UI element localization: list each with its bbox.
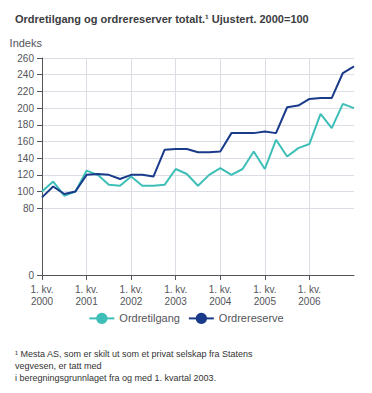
svg-text:Ordrereserve: Ordrereserve	[219, 312, 284, 324]
svg-text:1. kv.: 1. kv.	[120, 284, 143, 295]
svg-text:0: 0	[28, 270, 34, 281]
svg-text:1. kv.: 1. kv.	[253, 284, 276, 295]
svg-text:vegvesen, er tatt med: vegvesen, er tatt med	[15, 361, 102, 371]
svg-text:Ordretilgang: Ordretilgang	[119, 312, 180, 324]
svg-text:Indeks: Indeks	[10, 37, 43, 49]
svg-text:240: 240	[17, 69, 34, 80]
svg-text:1. kv.: 1. kv.	[164, 284, 187, 295]
svg-text:120: 120	[17, 169, 34, 180]
svg-text:2001: 2001	[75, 296, 98, 307]
svg-text:2000: 2000	[31, 296, 54, 307]
svg-text:2005: 2005	[254, 296, 277, 307]
svg-text:1. kv.: 1. kv.	[298, 284, 321, 295]
svg-text:2003: 2003	[165, 296, 188, 307]
svg-text:180: 180	[17, 119, 34, 130]
svg-text:200: 200	[17, 103, 34, 114]
svg-text:140: 140	[17, 153, 34, 164]
svg-text:¹ Mesta AS, som er skilt ut so: ¹ Mesta AS, som er skilt ut som et priva…	[15, 349, 255, 359]
svg-text:Ordretilgang og ordrereserver: Ordretilgang og ordrereserver totalt.¹ U…	[15, 13, 309, 25]
svg-text:2002: 2002	[120, 296, 143, 307]
svg-text:1. kv.: 1. kv.	[75, 284, 98, 295]
svg-text:100: 100	[17, 186, 34, 197]
svg-text:260: 260	[17, 53, 34, 64]
svg-text:1. kv.: 1. kv.	[30, 284, 53, 295]
svg-text:220: 220	[17, 86, 34, 97]
svg-text:2006: 2006	[298, 296, 321, 307]
svg-text:1. kv.: 1. kv.	[209, 284, 232, 295]
svg-text:160: 160	[17, 136, 34, 147]
svg-text:80: 80	[23, 203, 35, 214]
svg-text:2004: 2004	[209, 296, 232, 307]
svg-text:i beregningsgrunnlaget fra og: i beregningsgrunnlaget fra og med 1. kva…	[15, 373, 216, 383]
